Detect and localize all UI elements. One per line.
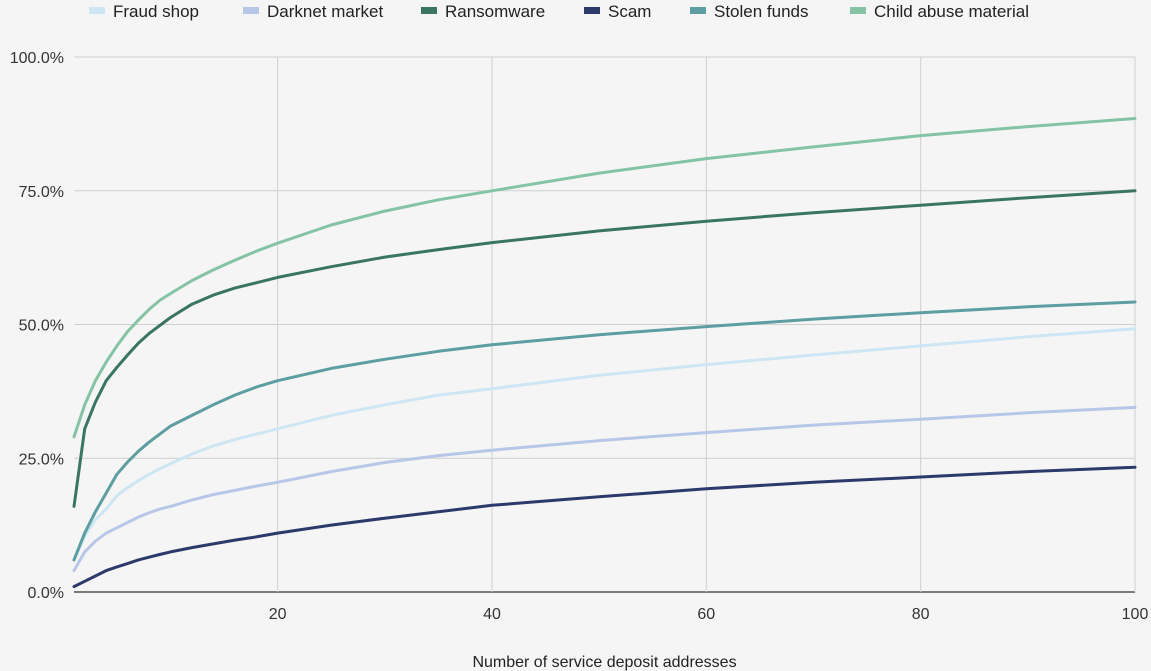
legend-label: Child abuse material xyxy=(874,2,1029,21)
legend-swatch xyxy=(243,7,259,14)
legend-item: Darknet market xyxy=(243,2,383,21)
legend-item: Fraud shop xyxy=(89,2,199,21)
legend-swatch xyxy=(690,7,706,14)
x-tick-label: 60 xyxy=(697,606,715,623)
legend-label: Scam xyxy=(608,2,651,21)
grid xyxy=(74,56,1136,593)
legend-label: Stolen funds xyxy=(714,2,809,21)
legend-item: Scam xyxy=(584,2,651,21)
legend-label: Darknet market xyxy=(267,2,383,21)
series-line-child-abuse-material xyxy=(72,117,1137,439)
x-axis-title: Number of service deposit addresses xyxy=(472,654,736,671)
legend-swatch xyxy=(421,7,437,14)
legend-label: Fraud shop xyxy=(113,2,199,21)
legend-item: Child abuse material xyxy=(850,2,1029,21)
x-tick-label: 40 xyxy=(483,606,501,623)
y-tick-label: 25.0% xyxy=(19,451,64,468)
legend-swatch xyxy=(89,7,105,14)
y-tick-label: 75.0% xyxy=(19,184,64,201)
legend-item: Ransomware xyxy=(421,2,545,21)
y-tick-label: 0.0% xyxy=(28,585,64,602)
x-tick-label: 80 xyxy=(912,606,930,623)
y-tick-label: 100.0% xyxy=(10,50,64,67)
series-line-stolen-funds xyxy=(72,300,1137,562)
legend: Fraud shop Darknet market Ransomware Scam St… xyxy=(89,2,1029,21)
axes: 0.0% 25.0% 50.0% 75.0% 100.0% 20 40 60 80 100 xyxy=(10,50,1149,623)
x-tick-label: 20 xyxy=(269,606,287,623)
series-line-ransomware xyxy=(72,189,1137,508)
series-lines xyxy=(72,117,1137,589)
series-line-fraud-shop xyxy=(72,327,1137,562)
legend-label: Ransomware xyxy=(445,2,545,21)
legend-swatch xyxy=(850,7,866,14)
series-line-scam xyxy=(72,465,1137,589)
x-tick-label: 100 xyxy=(1122,606,1149,623)
legend-item: Stolen funds xyxy=(690,2,809,21)
series-line-darknet-market xyxy=(72,405,1137,573)
legend-swatch xyxy=(584,7,600,14)
y-tick-label: 50.0% xyxy=(19,318,64,335)
